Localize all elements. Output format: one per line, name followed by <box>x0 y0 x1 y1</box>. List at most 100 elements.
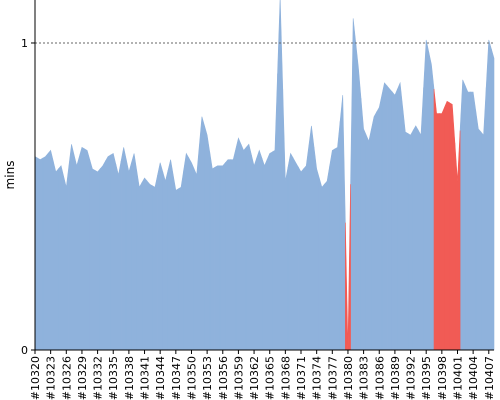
x-tick-label: #10335 <box>107 356 120 400</box>
y-axis-label: mins <box>3 161 17 190</box>
area-segment <box>485 39 492 351</box>
x-tick-label: #10362 <box>248 356 261 400</box>
x-tick-label: #10386 <box>373 356 386 400</box>
x-tick-label: #10404 <box>467 356 480 400</box>
area-segment <box>157 162 164 351</box>
x-tick-label: #10356 <box>217 356 230 400</box>
highlight-series-layer <box>345 89 461 351</box>
area-segment <box>339 95 346 351</box>
x-tick-label: #10392 <box>405 356 418 400</box>
area-segment <box>334 121 341 351</box>
area-segment <box>402 107 409 351</box>
area-segment <box>110 153 117 351</box>
x-tick-label: #10359 <box>232 356 245 400</box>
x-tick-label: #10368 <box>279 356 292 400</box>
area-segment <box>172 174 179 351</box>
area-segment <box>407 129 414 351</box>
area-segment <box>162 170 169 351</box>
area-segment <box>292 156 299 351</box>
area-segment <box>79 146 85 351</box>
area-segment <box>423 39 430 351</box>
area-segment <box>99 160 106 351</box>
area-segment <box>193 145 200 351</box>
area-segment <box>245 143 252 351</box>
area-segment <box>125 159 132 351</box>
area-segment <box>225 159 231 351</box>
area-segment <box>230 148 237 351</box>
area-segment <box>277 0 284 351</box>
area-segment <box>167 159 174 351</box>
area-segment <box>371 110 377 351</box>
area-segment <box>360 98 367 351</box>
highlight-area-segment <box>438 107 445 351</box>
area-segment <box>261 158 268 351</box>
area-segment <box>480 87 487 351</box>
x-tick-label: #10338 <box>123 356 136 400</box>
area-segment <box>465 85 471 351</box>
x-tick-label: #10344 <box>154 356 167 400</box>
highlight-area-segment <box>444 100 450 351</box>
x-axis: #10320 #10323 #10326 #10329 #10332 #10335 #103… <box>29 349 496 400</box>
x-tick-label: #10350 <box>185 356 198 400</box>
y-tick-label: 1 <box>21 37 28 50</box>
x-tick-label: #10401 <box>451 356 464 400</box>
area-segment <box>470 91 477 351</box>
area-segment <box>178 170 184 351</box>
area-segment <box>428 52 435 351</box>
area-segment <box>282 89 289 351</box>
area-segment <box>324 165 331 351</box>
area-segment <box>266 151 273 351</box>
x-tick-label: #10341 <box>139 356 152 400</box>
area-segment <box>214 165 221 351</box>
area-segment <box>318 177 325 351</box>
x-tick-label: #10323 <box>45 356 58 400</box>
area-segment <box>120 147 127 351</box>
area-segment <box>52 161 59 351</box>
area-segment <box>491 49 495 351</box>
area-segment <box>386 85 393 351</box>
x-tick-label: #10374 <box>311 356 324 400</box>
highlight-area-segment <box>449 102 456 351</box>
area-segment <box>73 154 80 351</box>
x-tick-label: #10329 <box>76 356 89 400</box>
area-segment <box>199 116 205 351</box>
x-tick-label: #10398 <box>436 356 449 400</box>
highlight-area-segment <box>433 89 440 351</box>
x-tick-label: #10407 <box>483 356 496 400</box>
plot-area <box>34 0 495 351</box>
area-segment <box>251 154 257 351</box>
area-segment <box>391 88 398 351</box>
area-segment <box>381 82 388 351</box>
area-segment <box>63 165 70 351</box>
area-segment <box>412 125 419 351</box>
x-tick-label: #10383 <box>358 356 371 400</box>
area-segment <box>183 152 190 351</box>
x-tick-label: #10353 <box>201 356 214 400</box>
area-segment <box>298 166 304 351</box>
area-segment <box>94 168 101 351</box>
area-segment <box>308 125 315 351</box>
area-segment <box>89 159 96 351</box>
area-segment <box>188 156 195 351</box>
area-segment <box>329 148 336 351</box>
area-segment <box>397 81 404 351</box>
area-segment <box>131 153 138 351</box>
area-segment <box>136 170 143 351</box>
highlight-area-segment <box>454 130 461 351</box>
area-segment <box>47 149 54 351</box>
x-tick-label: #10380 <box>342 356 355 400</box>
area-segment <box>115 161 122 351</box>
x-tick-label: #10320 <box>29 356 42 400</box>
area-segment <box>350 18 357 351</box>
x-tick-label: #10347 <box>170 356 183 400</box>
x-tick-label: #10389 <box>389 356 402 400</box>
area-segment <box>204 125 211 351</box>
area-segment <box>256 149 263 351</box>
x-tick-label: #10332 <box>92 356 105 400</box>
area-segment <box>287 152 294 351</box>
area-segment <box>42 152 49 351</box>
area-segment <box>240 144 247 351</box>
area-segment <box>37 157 44 351</box>
area-segment <box>152 174 158 351</box>
